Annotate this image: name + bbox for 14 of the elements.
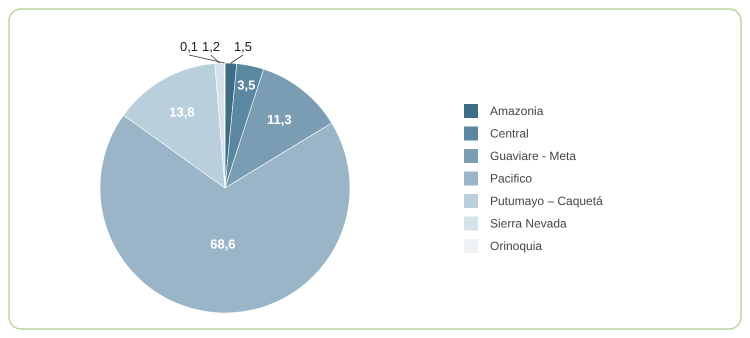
legend-label: Pacifico: [490, 172, 532, 186]
legend-label: Guaviare - Meta: [490, 149, 576, 163]
data-label: 11,3: [266, 112, 292, 127]
legend-label: Orinoquia: [490, 239, 542, 253]
legend-label: Amazonia: [490, 104, 544, 118]
data-label: 1,2: [202, 39, 220, 54]
legend-label: Central: [490, 126, 529, 140]
legend-label: Sierra Nevada: [490, 216, 568, 230]
data-label: 3,5: [237, 78, 256, 93]
legend-label: Putumayo – Caquetá: [490, 194, 604, 208]
data-label: 13,8: [169, 104, 195, 120]
data-label: 1,5: [234, 39, 252, 54]
data-label: 68,6: [210, 236, 236, 252]
data-label: 0,1: [180, 39, 198, 54]
